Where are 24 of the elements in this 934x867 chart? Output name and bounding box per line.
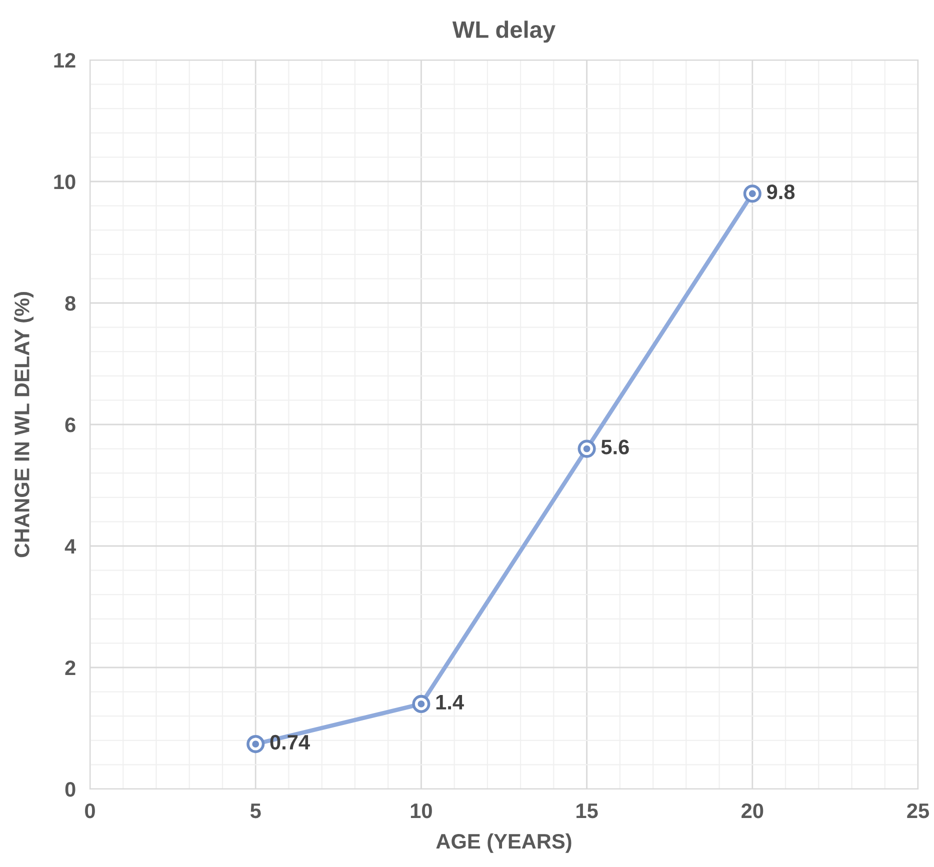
y-tick-label: 2 <box>65 660 76 676</box>
x-tick-label: 20 <box>742 803 764 818</box>
point <box>743 184 762 203</box>
y-tick-label: 8 <box>65 296 76 311</box>
y-tick-label: 10 <box>54 174 76 190</box>
data-label: 9.8 <box>767 184 795 200</box>
y-tick-label: 4 <box>64 539 76 554</box>
chart-title: WL delay <box>452 20 556 43</box>
point <box>412 694 430 713</box>
data-label: 5.6 <box>601 440 629 454</box>
y-axis-title: CHANGE IN WL DELAY (%) <box>14 292 34 558</box>
data-label: 1.4 <box>436 695 464 710</box>
y-tick-label: 12 <box>54 53 76 68</box>
y-tick-label: 6 <box>65 418 76 432</box>
x-tick-label: 0 <box>85 803 95 818</box>
x-tick-label: 5 <box>250 804 261 818</box>
x-axis-title: AGE (YEARS) <box>436 833 572 853</box>
data-label: 0.74 <box>270 734 310 750</box>
point <box>246 735 265 754</box>
point <box>578 440 596 458</box>
y-tick-label: 0 <box>65 782 76 797</box>
x-tick-label: 10 <box>410 803 432 818</box>
x-tick-label: 25 <box>907 803 930 818</box>
x-tick-label: 15 <box>576 804 598 818</box>
